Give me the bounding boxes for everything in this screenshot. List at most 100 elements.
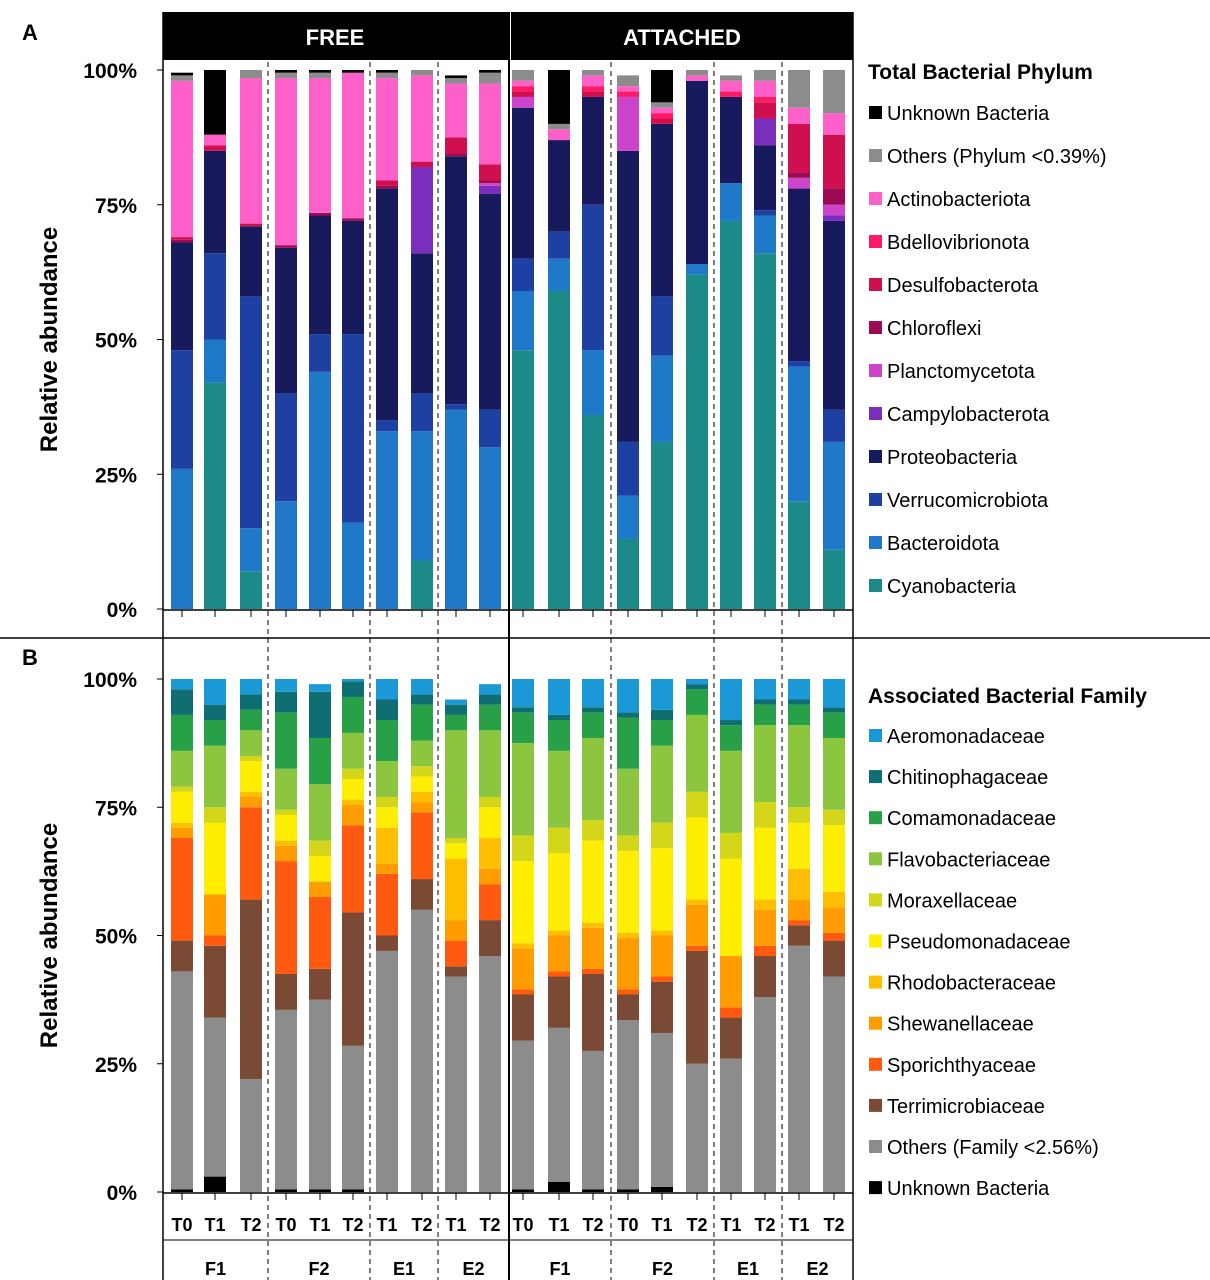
legend-label: Shewanellaceae <box>887 1014 1034 1036</box>
bar-segment <box>720 858 742 957</box>
legend-swatch <box>869 729 882 742</box>
bar-segment <box>275 973 297 1010</box>
category-label: T0 <box>617 1215 638 1235</box>
bar-segment <box>204 134 226 146</box>
bar-segment <box>171 242 193 351</box>
bar-segment <box>376 761 398 797</box>
bar-segment <box>479 83 501 165</box>
legend-label: Desulfobacterota <box>887 275 1039 297</box>
category-label: T0 <box>275 1215 296 1235</box>
legend-swatch <box>869 536 882 549</box>
legend-label: Others (Phylum <0.39%) <box>887 146 1107 168</box>
bar-segment <box>582 707 604 713</box>
bar-segment <box>617 441 639 496</box>
bar-segment <box>617 1020 639 1190</box>
bar-segment <box>686 80 708 265</box>
bar-segment <box>788 188 810 362</box>
bar-segment <box>309 737 331 785</box>
bar-segment <box>309 881 331 898</box>
bar-segment <box>651 70 673 103</box>
bar-segment <box>411 393 433 432</box>
category-label: T0 <box>171 1215 192 1235</box>
bar-segment <box>275 247 297 394</box>
bar-segment <box>582 922 604 928</box>
legend-label: Bacteroidota <box>887 533 1000 555</box>
bar-segment <box>204 807 226 823</box>
bar-segment <box>720 80 742 92</box>
bar-segment <box>617 717 639 769</box>
bar-segment <box>204 1017 226 1177</box>
category-label: T0 <box>512 1215 533 1235</box>
bar-segment <box>651 118 673 124</box>
bar-segment <box>342 334 364 523</box>
bar-segment <box>342 912 364 1046</box>
bar-segment <box>411 791 433 803</box>
bar-segment <box>686 899 708 905</box>
bar-segment <box>754 997 776 1192</box>
bar-segment <box>582 70 604 76</box>
bar-segment <box>512 861 534 944</box>
bar-segment <box>309 72 331 79</box>
bar-segment <box>479 447 501 609</box>
bar-segment <box>548 827 570 854</box>
bar-segment <box>788 822 810 869</box>
bar-segment <box>309 897 331 969</box>
bar-segment <box>788 945 810 1192</box>
bar-segment <box>376 873 398 936</box>
bar-segment <box>720 96 742 184</box>
bar-segment <box>512 290 534 351</box>
bar-segment <box>823 220 845 410</box>
bar-segment <box>512 712 534 744</box>
bar-segment <box>720 720 742 726</box>
bar-segment <box>512 835 534 862</box>
legend-swatch <box>869 493 882 506</box>
category-label: T2 <box>686 1215 707 1235</box>
legend-swatch <box>869 893 882 907</box>
bar-segment <box>445 404 467 410</box>
bar-segment <box>512 80 534 87</box>
bar-segment <box>548 1181 570 1192</box>
bar-segment <box>240 571 262 609</box>
bar-segment <box>275 861 297 974</box>
bar-segment <box>617 835 639 851</box>
bar-segment <box>823 188 845 205</box>
bar-segment <box>582 927 604 969</box>
bar-segment <box>512 989 534 995</box>
legend-label: Bdellovibrionota <box>887 232 1030 254</box>
legend-swatch <box>869 811 882 825</box>
bar-segment <box>823 940 845 977</box>
bar-segment <box>309 684 331 692</box>
category-label: T2 <box>582 1215 603 1235</box>
bar-segment <box>823 134 845 189</box>
category-label: T1 <box>204 1215 225 1235</box>
bar-segment <box>754 145 776 211</box>
bar-segment <box>376 78 398 181</box>
bar-segment <box>582 1050 604 1190</box>
bar-segment <box>171 714 193 751</box>
bar-segment <box>240 807 262 900</box>
bar-segment <box>171 350 193 469</box>
bar-segment <box>376 720 398 762</box>
bar-segment <box>171 786 193 792</box>
bar-segment <box>788 925 810 946</box>
bar-segment <box>548 140 570 232</box>
bar-segment <box>240 694 262 710</box>
bar-segment <box>445 714 467 731</box>
category-label: T1 <box>548 1215 569 1235</box>
bar-segment <box>411 253 433 394</box>
bar-segment <box>171 80 193 238</box>
bar-segment <box>788 807 810 823</box>
bar-segment <box>376 180 398 186</box>
bar-segment <box>204 745 226 808</box>
bar-segment <box>823 907 845 933</box>
bar-segment <box>686 679 708 685</box>
subgroup-label: E2 <box>462 1259 484 1279</box>
bar-segment <box>582 712 604 738</box>
bar-segment <box>411 766 433 777</box>
category-label: T2 <box>754 1215 775 1235</box>
bar-segment <box>686 689 708 715</box>
bar-segment <box>548 971 570 977</box>
bar-segment <box>204 70 226 135</box>
bar-segment <box>342 522 364 609</box>
bar-segment <box>548 935 570 972</box>
